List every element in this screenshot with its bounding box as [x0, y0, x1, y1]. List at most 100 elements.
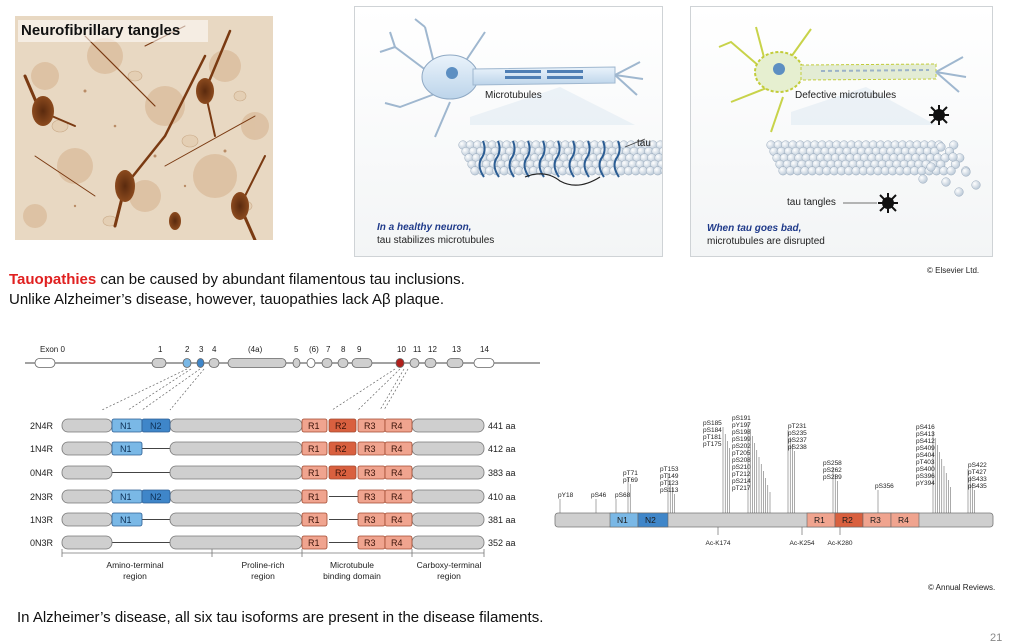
acetyl-site-label: Ac-K280: [828, 540, 853, 547]
n-domain-label: N2: [150, 421, 162, 431]
phospho-site-label: pY18: [558, 492, 574, 499]
phospho-site-label: pT181: [703, 434, 722, 441]
region-label-line1: Microtubule: [330, 560, 374, 570]
exon-block: [151, 358, 167, 368]
phospho-site-label: pS199: [732, 436, 751, 443]
tau-ptm-diagram: N1 N2 R1 R2 R3 R4 Ac-K174 Ac-K254 Ac-K280 pY18 pS4…: [554, 415, 994, 547]
isoform-segment: [61, 418, 113, 433]
isoform-name: 2N4R: [30, 421, 54, 431]
phospho-site-label: pS412: [916, 438, 935, 445]
exon-block: [208, 358, 220, 368]
r-domain-label: R3: [364, 515, 376, 525]
exon-label: 7: [326, 345, 331, 354]
ptm-domain-box: [890, 512, 920, 528]
isoform-name: 0N4R: [30, 468, 54, 478]
n-domain-label: N1: [120, 444, 132, 454]
microtubule-bundle: [458, 138, 662, 186]
phospho-site-label: pT427: [968, 469, 987, 476]
splice-guide-line: [141, 368, 201, 411]
ptm-site-group: pY18: [558, 492, 574, 513]
r-domain-box: [301, 441, 328, 456]
isoform-segment: [169, 489, 303, 504]
phospho-site-label: pS409: [916, 445, 935, 452]
phospho-site-label: pS433: [968, 476, 987, 483]
slide-number: 21: [990, 632, 1003, 644]
phospho-site-label: pS289: [823, 474, 842, 481]
exon-label: 10: [397, 345, 406, 354]
isoform-length: 412 aa: [488, 444, 516, 454]
micrograph-label: Neurofibrillary tangles: [21, 22, 181, 39]
exon-block: [351, 358, 373, 368]
r-domain-label: R4: [391, 492, 403, 502]
isoform-rows: 2N4R 441 aa N1 N2 R1 R2 R3 R4 1N4R 412 aa N1 R1 R2 R3…: [30, 418, 516, 550]
isoform-bar: N1 N2 R1 R3 R4: [61, 489, 485, 504]
splice-guide-line: [331, 368, 396, 411]
phospho-site-label: pS208: [732, 457, 751, 464]
ptm-domain-label: R2: [842, 515, 853, 525]
r-domain-box: [384, 535, 413, 550]
exon-label: 4: [212, 345, 217, 354]
isoform-segment: [169, 465, 303, 480]
phospho-site-label: pS214: [732, 478, 751, 485]
exon-block: [424, 358, 437, 368]
region-label-line2: binding domain: [323, 571, 381, 581]
exon-block: [473, 358, 495, 368]
exon-label: 1: [158, 345, 163, 354]
phospho-site-label: pS235: [788, 430, 807, 437]
acetyl-site-label: Ac-K254: [790, 540, 815, 547]
annual-reviews-credit: © Annual Reviews.: [928, 583, 996, 592]
phospho-site-label: pT153: [660, 466, 679, 473]
phospho-site-label: pT231: [788, 423, 807, 430]
r-domain-label: R1: [308, 444, 320, 454]
r-domain-label: R1: [308, 421, 320, 431]
r-domain-label: R1: [308, 515, 320, 525]
n-domain-box: [111, 512, 143, 527]
tau-isoform-diagram: Exon 0 1 2 3 4 (4a) 5 (6) 7 8 9 10 11 12 13 14 2N4R 441 …: [25, 345, 540, 581]
r-domain-label: R1: [308, 492, 320, 502]
isoform-length: 381 aa: [488, 515, 516, 525]
phospho-site-label: pS238: [788, 444, 807, 451]
phospho-site-label: pS184: [703, 427, 722, 434]
r-domain-label: R3: [364, 538, 376, 548]
tau-gene-exon-map: Exon 0 1 2 3 4 (4a) 5 (6) 7 8 9 10 11 12 13 14: [25, 345, 540, 411]
isoform-segment: [61, 512, 113, 527]
ptm-site-group: pS68: [615, 492, 631, 513]
exon-label: 14: [480, 345, 489, 354]
r-domain-label: R2: [335, 421, 347, 431]
ptm-domain-label: R4: [898, 515, 909, 525]
exon-block: [409, 358, 420, 368]
phospho-site-label: pY197: [732, 422, 751, 429]
exon-label: 12: [428, 345, 437, 354]
region-label-line1: Proline-rich: [242, 560, 285, 570]
ptm-domain-label: R1: [814, 515, 825, 525]
defective-caption-line1: When tau goes bad,: [707, 223, 802, 234]
r-domain-box: [301, 465, 328, 480]
tau-protein-strands: [478, 140, 621, 186]
isoform-bar: N1 R1 R2 R3 R4: [61, 441, 485, 456]
r-domain-label: R2: [335, 468, 347, 478]
isoform-segment: [61, 465, 113, 480]
phospho-site-label: pS258: [823, 460, 842, 467]
phospho-site-label: pS413: [916, 431, 935, 438]
phospho-site-label: pS185: [703, 420, 722, 427]
acetyl-site-label: Ac-K174: [706, 540, 731, 547]
r-domain-label: R4: [391, 444, 403, 454]
isoform-segment: [411, 465, 485, 480]
phospho-site-label: pS202: [732, 443, 751, 450]
exon-block: [321, 358, 333, 368]
exon-block: [182, 358, 192, 368]
healthy-caption-line1: In a healthy neuron,: [377, 222, 472, 233]
exon-block: [446, 358, 464, 368]
phospho-site-label: pS416: [916, 424, 935, 431]
r-domain-label: R4: [391, 421, 403, 431]
r-domain-label: R4: [391, 538, 403, 548]
exon-label: 8: [341, 345, 346, 354]
defective-microtubules-label: Defective microtubules: [795, 90, 897, 101]
r-domain-box: [384, 441, 413, 456]
healthy-neuron-panel: Microtubules tau In a healthy neuron, ta…: [354, 6, 663, 257]
n-domain-label: N1: [120, 492, 132, 502]
isoform-length: 352 aa: [488, 538, 516, 548]
